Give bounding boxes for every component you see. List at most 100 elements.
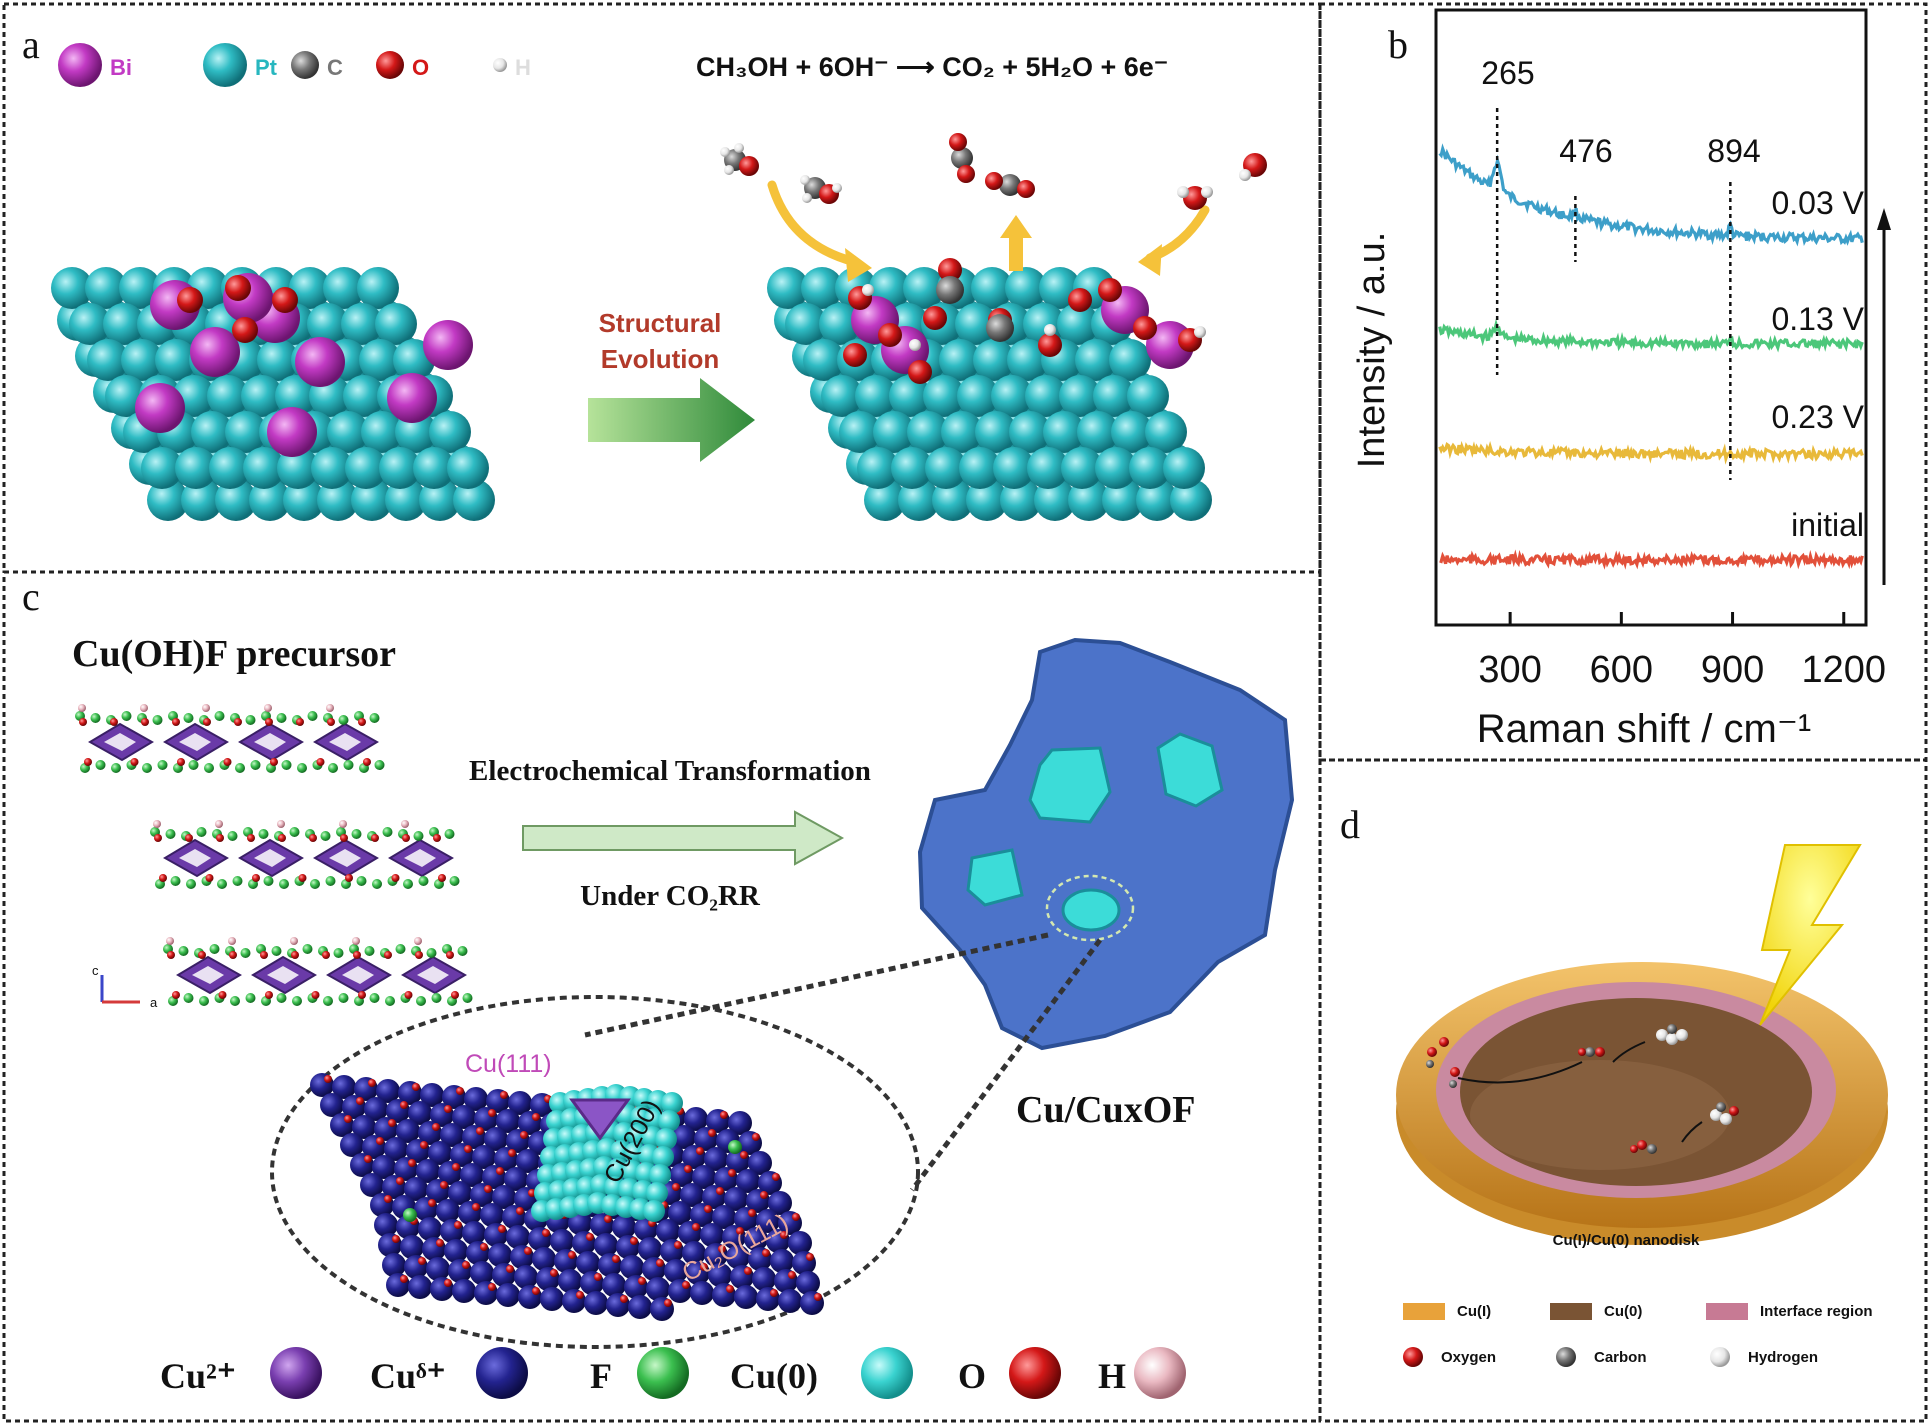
pt-atom [1009, 411, 1051, 453]
h-atom [862, 284, 874, 296]
panel-a [51, 43, 1267, 521]
h-atom [215, 820, 223, 828]
o-atom [216, 834, 224, 842]
pt-atom [971, 267, 1013, 309]
o-atom [508, 1149, 516, 1157]
f-atom [276, 713, 287, 723]
o-atom [177, 287, 203, 313]
pt-atom [857, 447, 899, 489]
cu0-atom [643, 1200, 665, 1222]
cu-delta-atom [508, 1091, 532, 1115]
o-atom [923, 306, 947, 330]
cuohf-layered-structure [75, 704, 473, 1006]
pt-atom [923, 375, 965, 417]
f-atom [395, 944, 406, 954]
o-atom [311, 991, 320, 999]
legend-atom-1 [476, 1347, 528, 1399]
o-atom [324, 1075, 332, 1083]
peak-label-265: 265 [1481, 55, 1534, 91]
h-atom [290, 937, 298, 945]
pt-atom [973, 339, 1015, 381]
o-atom [172, 718, 180, 726]
text-layer: a Bi Pt C O H CH₃OH + 6OH⁻ ⟶ CO₂ + 5H₂O + 6e… [22, 22, 1886, 1396]
o-atom [748, 1209, 756, 1217]
pt-atom-sub [317, 479, 359, 521]
pt-atom [1145, 411, 1187, 453]
cu-delta-atom [748, 1151, 772, 1175]
cu-delta-atom [384, 1137, 408, 1161]
octahedron-gap [192, 966, 224, 984]
f-atom [385, 996, 395, 1006]
cu-delta-atom [532, 1247, 556, 1271]
pt-atom [801, 267, 843, 309]
f-atom [230, 996, 240, 1006]
legend-atom-h [493, 58, 507, 72]
h-atom [228, 937, 236, 945]
curve-label-013v: 0.13 V [1771, 301, 1864, 337]
cu0-atom [652, 1146, 674, 1168]
pt-atom [429, 411, 471, 453]
f-atom [292, 996, 302, 1006]
o-atom [1578, 1048, 1586, 1056]
raman-curve-3 [1439, 549, 1864, 570]
h-atom [1239, 169, 1251, 181]
pt-atom [1077, 411, 1119, 453]
f-atom [449, 876, 460, 886]
c-atom [986, 314, 1014, 342]
o-atom [878, 323, 902, 347]
legend-atom-3 [861, 1347, 913, 1399]
f-atom [95, 760, 106, 770]
pt-atom-sub [419, 479, 461, 521]
o-atom [672, 1183, 680, 1191]
h-atom [1676, 1029, 1688, 1041]
h-atom [166, 937, 174, 945]
octahedron-gap [267, 966, 299, 984]
o-atom [744, 1267, 752, 1275]
o-atom [368, 1079, 376, 1087]
raman-curves [1438, 143, 1864, 570]
f-atom [121, 711, 132, 721]
f-atom [157, 760, 168, 770]
legend-label-d-5: Hydrogen [1748, 1349, 1818, 1366]
cu-delta-atom [470, 1261, 494, 1285]
up-arrow-head [1000, 215, 1032, 238]
cu-delta-atom [550, 1229, 574, 1253]
cu-delta-atom [320, 1093, 344, 1117]
o-atom [396, 1177, 404, 1185]
legend-label-c: C [327, 55, 343, 80]
h-atom [802, 193, 812, 203]
o-atom [363, 758, 371, 766]
h-atom [1194, 326, 1206, 338]
o-atom [322, 951, 330, 959]
legend-swatch-0 [1403, 1303, 1445, 1320]
pt-atom [839, 411, 881, 453]
cu-delta-atom [440, 1123, 464, 1147]
cu-delta-atom [496, 1109, 520, 1133]
pt-atom [1109, 339, 1151, 381]
f-atom [289, 827, 300, 837]
o-atom [949, 133, 967, 151]
f-atom [258, 829, 269, 839]
cu-delta-atom [360, 1173, 384, 1197]
o-atom [462, 1261, 470, 1269]
o-atom [232, 317, 258, 343]
o-atom [692, 1223, 700, 1231]
pt-atom [1057, 303, 1099, 345]
f-atom [111, 763, 121, 773]
cu0-core-highlight [1470, 1060, 1730, 1170]
o-atom [1038, 333, 1062, 357]
cu-delta-atom [744, 1227, 768, 1251]
o-atom [384, 951, 392, 959]
h-atom [800, 175, 810, 185]
o-atom [788, 1271, 796, 1279]
o-atom [440, 1181, 448, 1189]
cu-delta-atom [436, 1199, 460, 1223]
x-tick-label-1200: 1200 [1801, 649, 1886, 691]
axis-label-a: a [150, 995, 158, 1010]
pt-atom [103, 303, 145, 345]
o-atom [110, 718, 118, 726]
o-atom [340, 834, 348, 842]
o-atom [506, 1265, 514, 1273]
o-atom [630, 1237, 638, 1245]
cu-delta-atom [408, 1101, 432, 1125]
